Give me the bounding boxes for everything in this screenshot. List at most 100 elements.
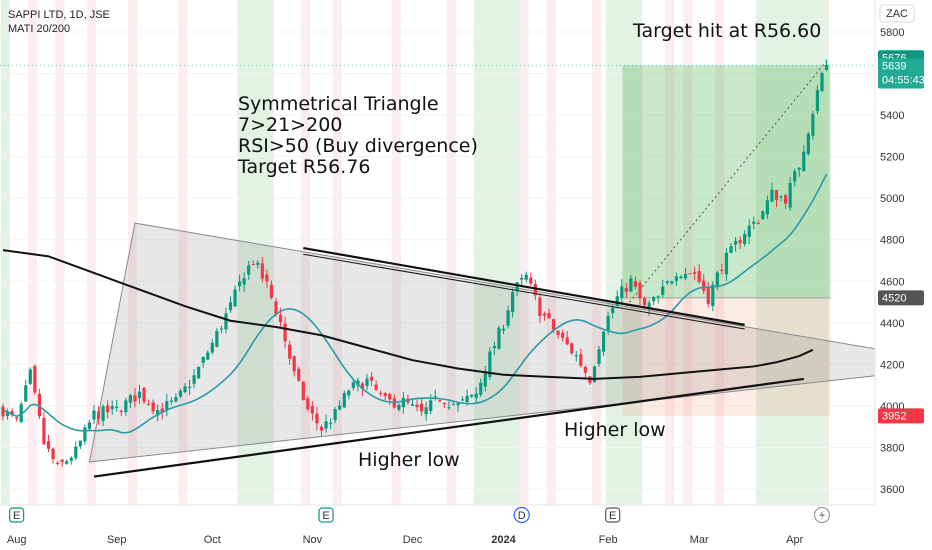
candle-body xyxy=(683,274,688,279)
earnings-marker[interactable] xyxy=(318,507,334,523)
setup-line-1: Symmetrical Triangle xyxy=(238,93,439,115)
y-tick-label: 4600 xyxy=(880,276,904,288)
candle-body xyxy=(793,171,797,182)
candle-body xyxy=(656,296,660,298)
candle-body xyxy=(501,328,506,331)
candle-body xyxy=(556,330,560,336)
support-trendline[interactable] xyxy=(93,377,804,478)
candle-body xyxy=(383,393,387,397)
earnings-marker-letter: E xyxy=(13,510,20,522)
candle-body xyxy=(570,343,574,354)
candle-body xyxy=(661,286,665,295)
candle-body xyxy=(483,373,487,387)
candle-body xyxy=(679,276,683,279)
candle-body xyxy=(210,342,214,353)
candle-body xyxy=(78,440,82,447)
candle-body xyxy=(533,283,537,296)
candle-body xyxy=(251,263,255,265)
candle-body xyxy=(156,410,160,416)
candle-body xyxy=(529,277,533,284)
candle-body xyxy=(438,400,442,402)
candle-body xyxy=(524,274,528,280)
candle-body xyxy=(110,406,114,410)
candle-body xyxy=(451,404,456,406)
candle-body xyxy=(119,410,123,413)
trendlines[interactable] xyxy=(93,246,804,478)
candle-body xyxy=(511,292,515,313)
candle-body xyxy=(215,331,219,347)
y-tick-label: 4200 xyxy=(880,359,904,371)
candle-body xyxy=(592,366,597,383)
dividend-marker[interactable] xyxy=(513,506,530,524)
candle-body xyxy=(479,382,483,395)
candle-body xyxy=(615,296,619,306)
price-badge-label: 3952 xyxy=(882,410,906,422)
candle-body xyxy=(160,408,164,413)
price-badge xyxy=(878,58,924,89)
candle-body xyxy=(24,385,28,402)
candle-body xyxy=(442,402,446,405)
candle-body xyxy=(37,393,41,417)
candle-body xyxy=(606,315,610,332)
candle-body xyxy=(433,396,437,398)
candle-body xyxy=(56,462,60,464)
candle-body xyxy=(788,182,792,208)
candle-body xyxy=(178,390,183,397)
candle-body xyxy=(624,288,628,292)
signal-band xyxy=(473,0,520,505)
candle-body xyxy=(356,380,360,386)
signal-band xyxy=(0,0,10,505)
candle-body xyxy=(1,406,5,417)
candle-body xyxy=(219,328,223,330)
candle-body xyxy=(652,297,656,302)
price-badge xyxy=(878,290,924,306)
candle-body xyxy=(165,401,169,410)
candle-body xyxy=(15,417,19,419)
candle-body xyxy=(137,391,142,399)
y-tick-label: 3800 xyxy=(880,442,904,454)
candle-body xyxy=(488,351,492,377)
candle-body xyxy=(10,411,14,416)
signal-band xyxy=(332,0,342,505)
candle-body xyxy=(365,378,369,386)
resistance-trendline-inner[interactable] xyxy=(303,253,745,330)
candle-body xyxy=(5,411,10,417)
candle-body xyxy=(69,457,73,461)
candle-body xyxy=(647,302,651,310)
candle-body xyxy=(333,409,337,421)
candle-body xyxy=(697,271,701,282)
signal-band xyxy=(446,0,456,505)
x-tick-label: Apr xyxy=(786,534,803,546)
candle-body xyxy=(169,400,173,402)
indicator-label: MATI 20/200 xyxy=(8,23,70,35)
resistance-trendline[interactable] xyxy=(303,246,745,326)
candle-body xyxy=(820,72,824,91)
signal-band xyxy=(665,0,675,505)
candle-body xyxy=(42,417,46,445)
x-tick-label: 2024 xyxy=(491,534,516,546)
earnings-marker[interactable] xyxy=(9,507,25,523)
candle-body xyxy=(574,355,578,357)
candle-body xyxy=(315,413,319,424)
y-tick-label: 5800 xyxy=(880,27,904,39)
candle-body xyxy=(588,376,592,384)
candle-body xyxy=(319,426,324,431)
time-axis[interactable]: Aug Sep Oct Nov Dec 2024 Feb Mar Apr xyxy=(0,504,875,546)
candle-body xyxy=(133,395,137,402)
candle-body xyxy=(602,331,606,352)
candle-body xyxy=(815,89,820,112)
candle-body xyxy=(642,298,647,306)
candle-body xyxy=(265,274,269,282)
earnings-marker[interactable] xyxy=(605,507,621,523)
candle-body xyxy=(811,114,815,136)
signal-band xyxy=(546,0,556,505)
signal-band xyxy=(519,0,529,505)
currency-box[interactable] xyxy=(879,4,915,23)
candle-body xyxy=(429,400,433,412)
price-badge-label: 5676 xyxy=(882,52,906,64)
candle-body xyxy=(706,287,710,304)
candle-body xyxy=(470,394,474,397)
candle-body xyxy=(278,314,283,323)
